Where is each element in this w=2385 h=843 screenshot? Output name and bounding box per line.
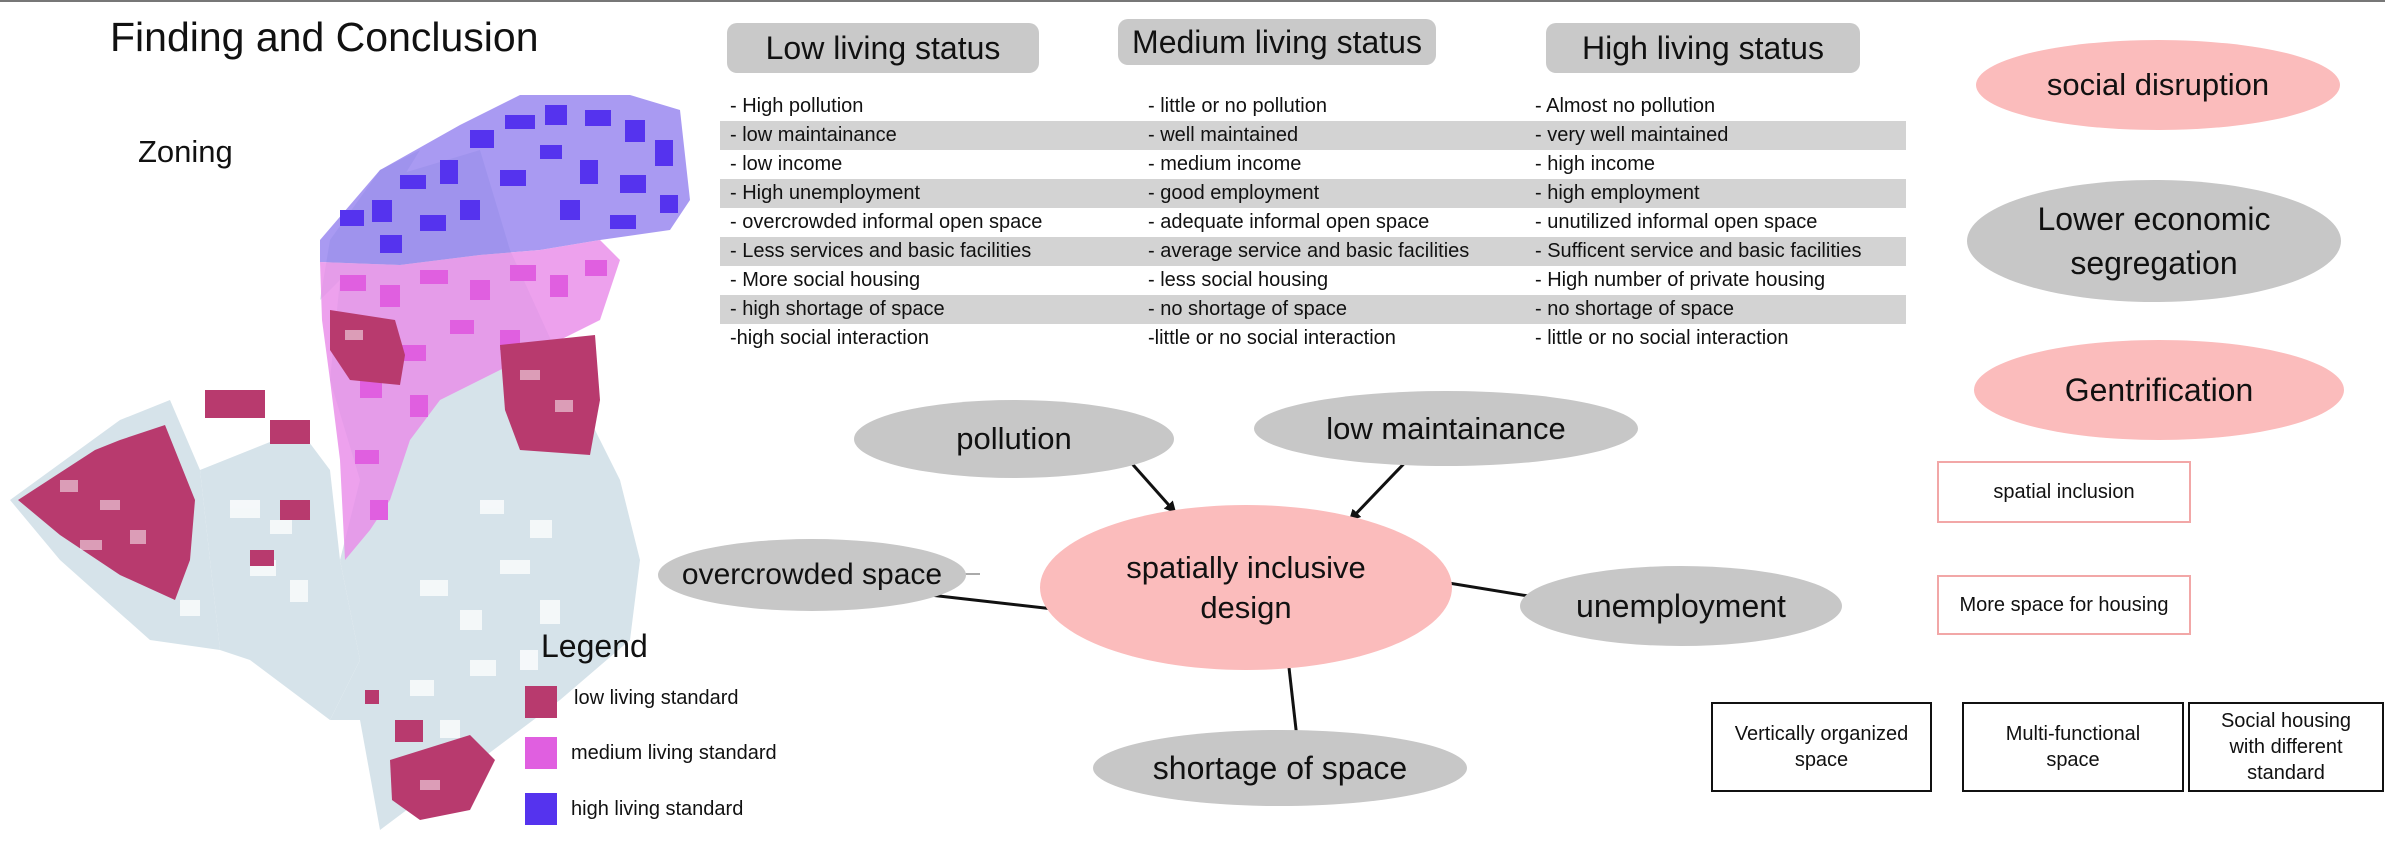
problem-node-shortage-of-space: shortage of space xyxy=(1093,730,1467,806)
table-row: - High unemployment - good employment - … xyxy=(720,179,1906,208)
legend-label-low: low living standard xyxy=(574,687,739,709)
cell-high: - Almost no pollution xyxy=(1535,95,1716,117)
cell-medium: - good employment xyxy=(1148,182,1320,204)
table-row: - low income - medium income - high inco… xyxy=(720,150,1906,179)
cell-low: - high shortage of space xyxy=(730,298,945,320)
outcome-gentrification: Gentrification xyxy=(1974,340,2344,440)
legend-swatch-medium xyxy=(525,737,557,769)
problem-node-low-maintainance: low maintainance xyxy=(1254,391,1638,466)
cell-low: - low income xyxy=(730,153,843,175)
solution-social-housing-different-standard: Social housing with different standard xyxy=(2188,702,2384,792)
legend-swatch-low xyxy=(525,686,557,718)
outcome-lower-economic-segregation: Lower economic segregation xyxy=(1967,180,2341,302)
cell-medium: - little or no pollution xyxy=(1148,95,1327,117)
cell-medium: - adequate informal open space xyxy=(1148,211,1430,233)
solution-line3: standard xyxy=(2247,762,2325,784)
cell-high: - Sufficent service and basic facilities xyxy=(1535,240,1862,262)
solution-more-space-for-housing: More space for housing xyxy=(1937,575,2191,635)
legend-label-medium: medium living standard xyxy=(571,742,777,764)
header-medium-status: Medium living status xyxy=(1118,19,1436,65)
solution-vertically-organized-space: Vertically organized space xyxy=(1711,702,1932,792)
zoning-map xyxy=(10,95,690,830)
problem-node-pollution: pollution xyxy=(854,400,1174,478)
legend-label-high: high living standard xyxy=(571,798,744,820)
cell-low: - More social housing xyxy=(730,269,921,291)
solution-line2: space xyxy=(2046,749,2100,771)
cell-low: - low maintainance xyxy=(730,124,897,146)
cell-high: - unutilized informal open space xyxy=(1535,211,1818,233)
page-title: Finding and Conclusion xyxy=(110,14,539,60)
table-row: - high shortage of space - no shortage o… xyxy=(720,295,1906,324)
cell-high: - little or no social interaction xyxy=(1535,327,1789,349)
cell-low: - Less services and basic facilities xyxy=(730,240,1032,262)
cell-low: -high social interaction xyxy=(730,327,929,349)
table-row: - Less services and basic facilities - a… xyxy=(720,237,1906,266)
cell-medium: - medium income xyxy=(1148,153,1302,175)
zone-high-buildings xyxy=(340,105,678,253)
cell-medium: - no shortage of space xyxy=(1148,298,1348,320)
outcome-line2: segregation xyxy=(2070,245,2238,281)
table-row: - overcrowded informal open space - adeq… xyxy=(720,208,1906,237)
cell-low: - overcrowded informal open space xyxy=(730,211,1043,233)
cell-high: - very well maintained xyxy=(1535,124,1729,146)
cell-high: - no shortage of space xyxy=(1535,298,1735,320)
status-table: - High pollution - little or no pollutio… xyxy=(720,92,1910,354)
cell-high: - high income xyxy=(1535,153,1656,175)
table-row: - low maintainance - well maintained - v… xyxy=(720,121,1906,150)
solution-spatial-inclusion: spatial inclusion xyxy=(1937,461,2191,523)
cell-medium: - less social housing xyxy=(1148,269,1329,291)
table-row: - High pollution - little or no pollutio… xyxy=(720,92,1906,121)
cell-high: - High number of private housing xyxy=(1535,269,1826,291)
outcome-social-disruption: social disruption xyxy=(1976,40,2340,130)
table-row: - More social housing - less social hous… xyxy=(720,266,1906,295)
header-high-status: High living status xyxy=(1546,23,1860,73)
cell-medium: - average service and basic facilities xyxy=(1148,240,1470,262)
legend-swatch-high xyxy=(525,793,557,825)
problem-node-overcrowded-space: overcrowded space xyxy=(658,539,966,611)
outcome-line1: Lower economic xyxy=(2037,201,2271,237)
solution-line2: with different xyxy=(2229,736,2343,758)
legend-title: Legend xyxy=(541,628,648,664)
zoning-label: Zoning xyxy=(138,134,233,169)
solution-line1: Social housing xyxy=(2220,710,2352,732)
problem-node-unemployment: unemployment xyxy=(1520,566,1842,646)
solution-line1: Vertically organized xyxy=(1734,723,1909,745)
solution-multi-functional-space: Multi-functional space xyxy=(1962,702,2184,792)
cell-medium: -little or no social interaction xyxy=(1148,327,1396,349)
cell-low: - High unemployment xyxy=(730,182,921,204)
solution-line2: space xyxy=(1794,749,1849,771)
cell-high: - high employment xyxy=(1535,182,1700,204)
cell-medium: - well maintained xyxy=(1148,124,1299,146)
center-node-spatially-inclusive-design: spatially inclusive design xyxy=(1040,505,1452,670)
top-border-line xyxy=(0,0,2385,2)
zone-low xyxy=(18,310,600,820)
table-row: -high social interaction -little or no s… xyxy=(720,324,1906,353)
header-low-status: Low living status xyxy=(727,23,1039,73)
solution-line1: Multi-functional xyxy=(2005,723,2141,745)
center-node-line1: spatially inclusive xyxy=(1126,549,1366,585)
center-node-line2: design xyxy=(1200,589,1292,625)
zone-medium-buildings xyxy=(340,260,607,520)
cell-low: - High pollution xyxy=(730,95,864,117)
